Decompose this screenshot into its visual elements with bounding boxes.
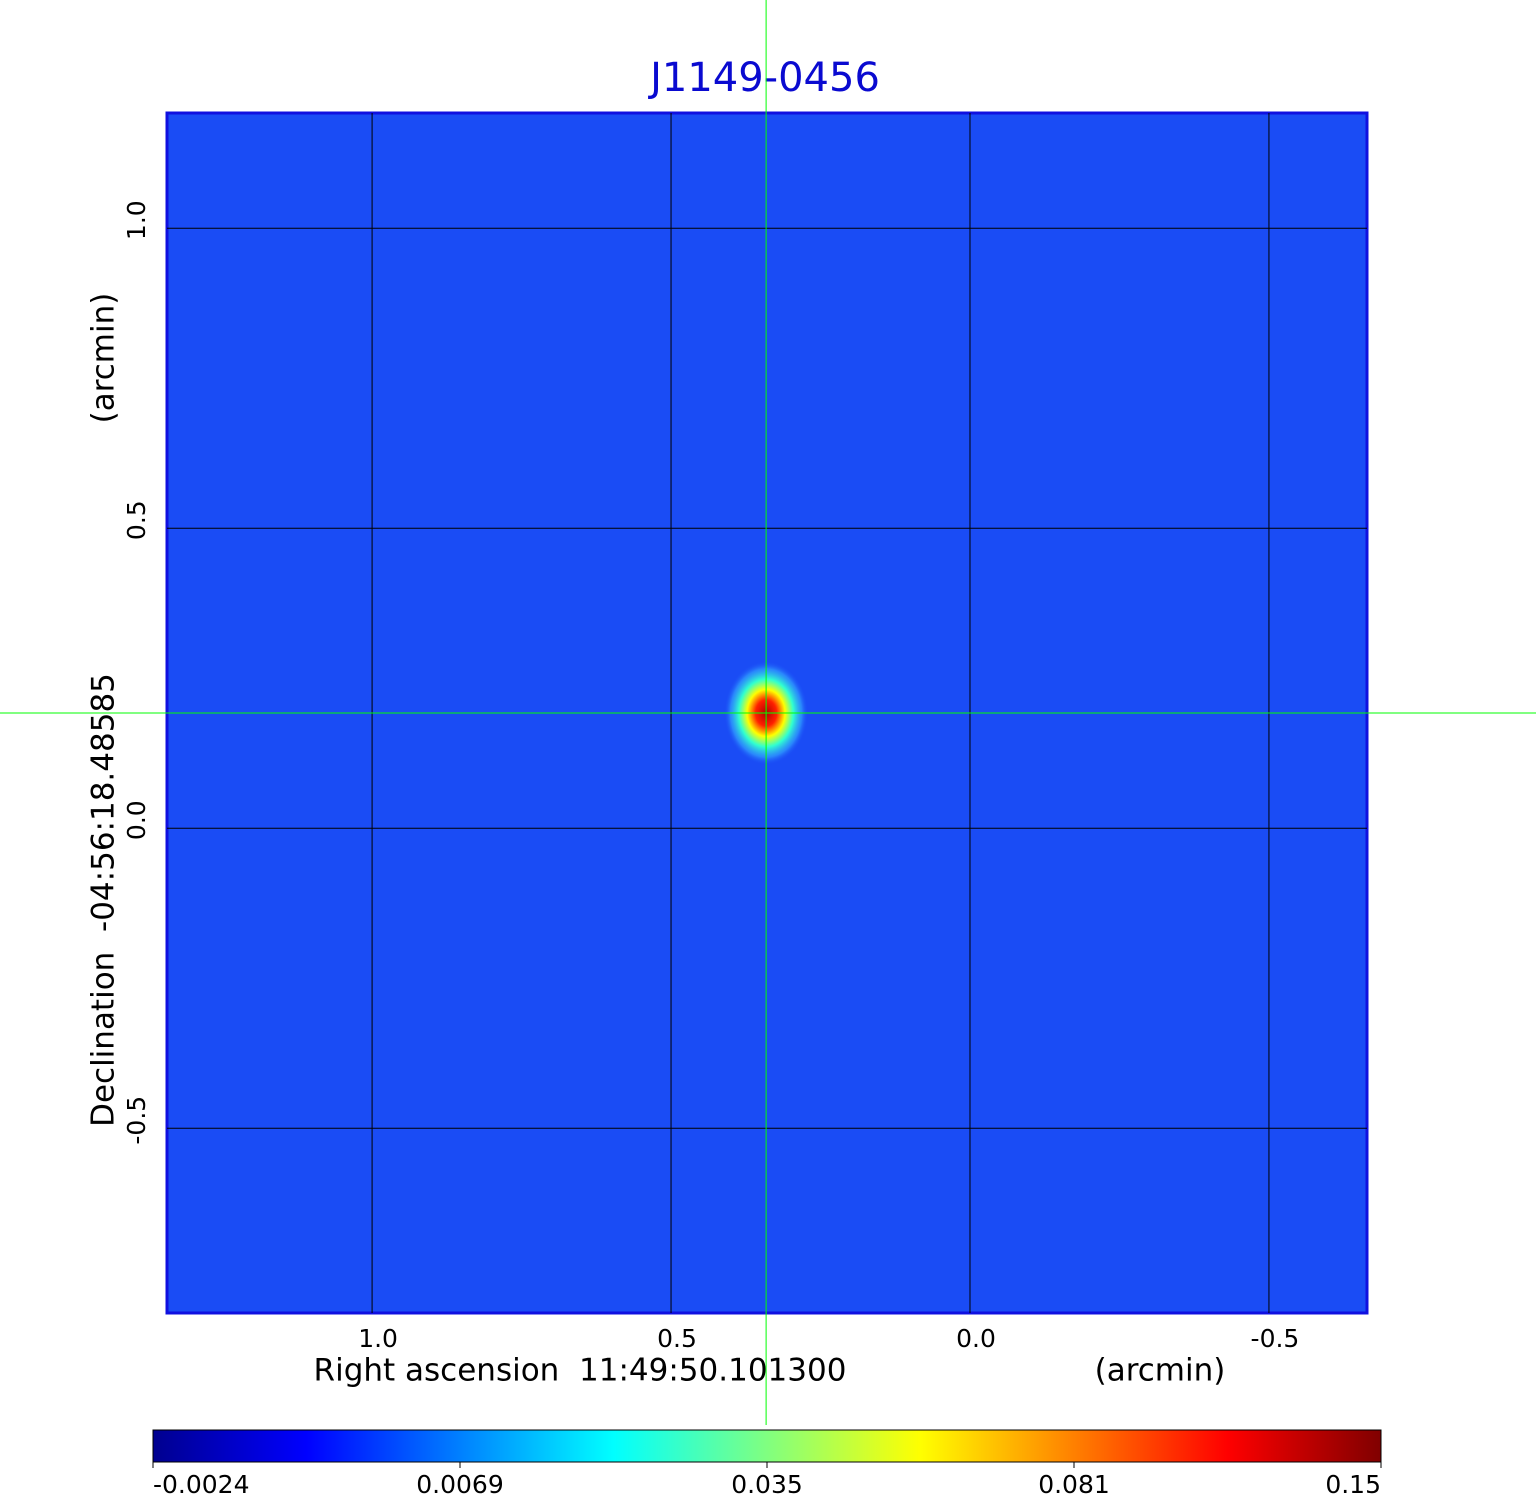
- colorbar-tick-label: 0.15: [1325, 1470, 1381, 1499]
- chart-title: J1149-0456: [647, 55, 880, 101]
- y-tick-label: 0.5: [122, 500, 151, 540]
- y-tick-label: 1.0: [122, 200, 151, 240]
- y-axis-unit: (arcmin): [86, 293, 122, 424]
- colorbar-tick-label: -0.0024: [153, 1470, 250, 1499]
- y-tick-label: -0.5: [122, 1096, 151, 1145]
- x-tick-label: 1.0: [358, 1324, 398, 1353]
- colorbar-tick-label: 0.081: [1038, 1470, 1110, 1499]
- colorbar: [152, 1429, 1382, 1463]
- y-axis-label: Declination -04:56:18.48585: [86, 673, 122, 1127]
- x-tick-label: -0.5: [1251, 1324, 1300, 1353]
- colorbar-tick-label: 0.035: [731, 1470, 803, 1499]
- y-tick-label: 0.0: [122, 800, 151, 840]
- x-axis-unit: (arcmin): [1095, 1353, 1226, 1389]
- colorbar-tick-label: 0.0069: [416, 1470, 503, 1499]
- x-tick-label: 0.5: [657, 1324, 697, 1353]
- x-axis-label: Right ascension 11:49:50.101300: [314, 1353, 847, 1389]
- x-tick-label: 0.0: [956, 1324, 996, 1353]
